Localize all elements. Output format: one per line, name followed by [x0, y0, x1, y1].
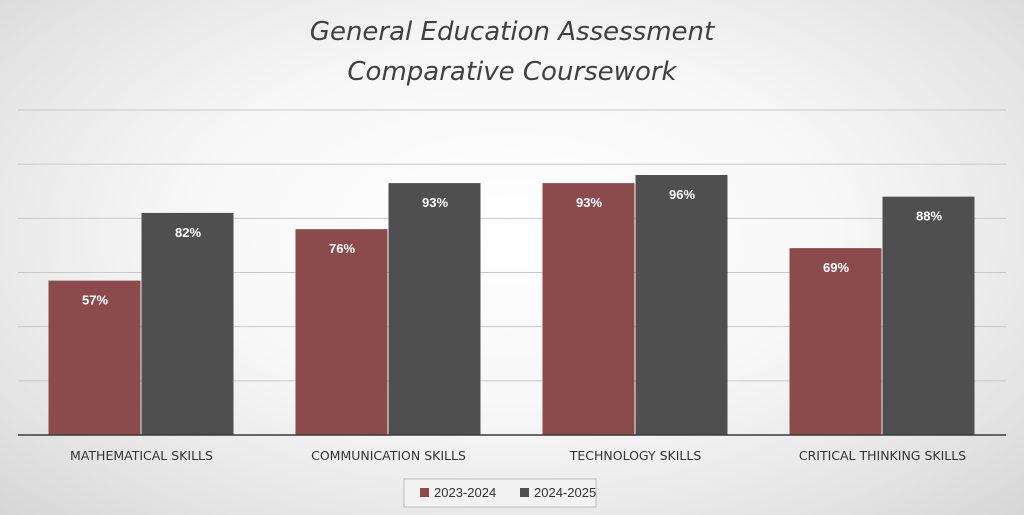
- data-label: 88%: [916, 209, 942, 224]
- bar: [882, 196, 975, 435]
- legend-box: [403, 478, 597, 508]
- chart-title-line-1: General Education Assessment: [310, 17, 715, 47]
- legend-swatch: [520, 488, 529, 497]
- data-label: 69%: [823, 260, 849, 275]
- data-label: 57%: [82, 293, 108, 308]
- bar: [141, 212, 234, 435]
- legend-swatch: [420, 488, 429, 497]
- legend-label: 2023-2024: [434, 485, 496, 500]
- data-label: 82%: [175, 225, 201, 240]
- chart-title-line-2: Comparative Coursework: [347, 57, 677, 87]
- data-label: 96%: [669, 187, 695, 202]
- bar: [542, 183, 635, 435]
- category-label: TECHNOLOGY SKILLS: [569, 448, 702, 463]
- data-label: 76%: [329, 241, 355, 256]
- legend: 2023-2024 2024-2025: [403, 478, 597, 508]
- legend-label: 2024-2025: [534, 485, 596, 500]
- bar: [48, 280, 141, 435]
- bar: [789, 248, 882, 435]
- bar: [295, 229, 388, 435]
- data-label: 93%: [576, 195, 602, 210]
- category-label: CRITICAL THINKING SKILLS: [799, 448, 966, 463]
- bar: [635, 175, 728, 435]
- bar: [388, 183, 481, 435]
- category-label: COMMUNICATION SKILLS: [311, 448, 466, 463]
- category-labels: MATHEMATICAL SKILLS COMMUNICATION SKILLS T…: [70, 448, 966, 463]
- data-label: 93%: [422, 195, 448, 210]
- category-label: MATHEMATICAL SKILLS: [70, 448, 213, 463]
- bars: 57% 82% 76% 93% 93% 96% 69% 88%: [48, 175, 975, 435]
